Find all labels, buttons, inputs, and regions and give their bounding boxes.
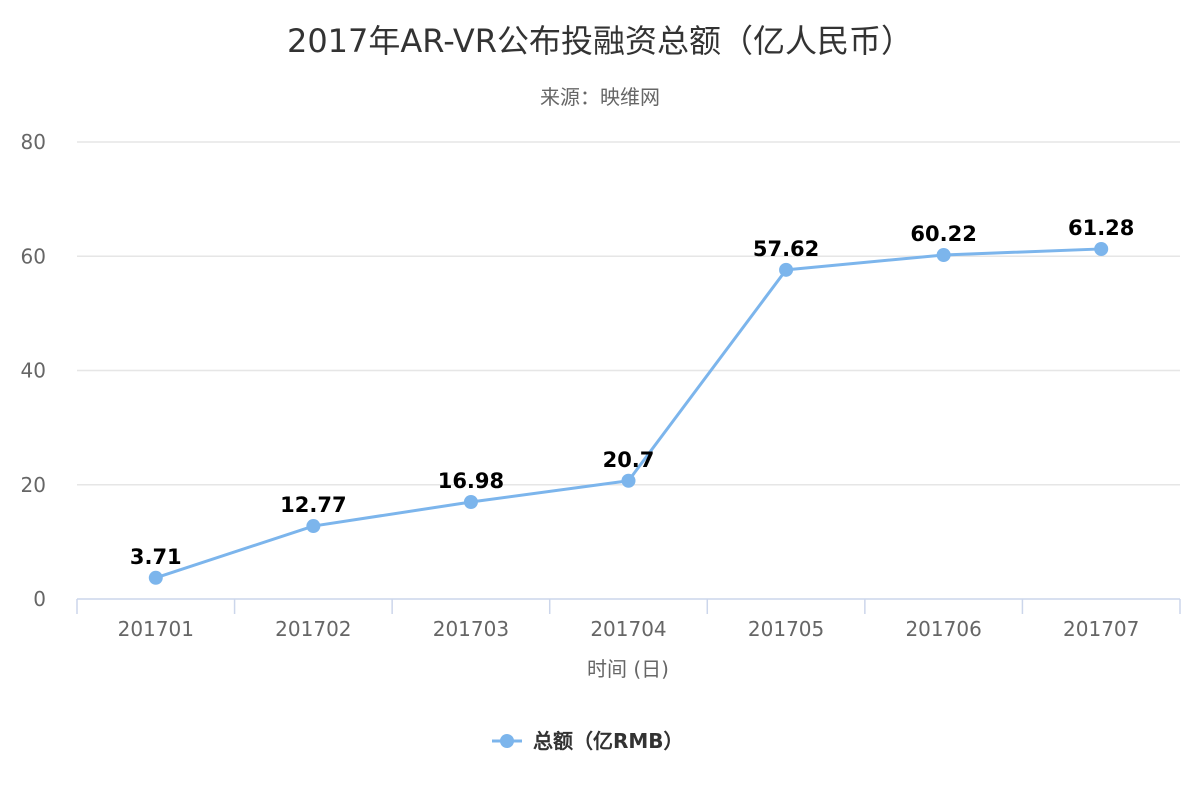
data-point — [306, 519, 321, 534]
legend-marker-icon — [500, 734, 514, 748]
chart-subtitle: 来源：映维网 — [540, 85, 660, 109]
x-tick-label: 201703 — [433, 617, 509, 641]
y-tick-label: 40 — [21, 359, 46, 383]
legend-label: 总额（亿RMB） — [533, 729, 684, 753]
y-tick-label: 60 — [21, 244, 46, 268]
data-label: 60.22 — [910, 222, 976, 246]
data-label: 16.98 — [438, 469, 504, 493]
x-tick-label: 201702 — [275, 617, 351, 641]
data-point — [1094, 241, 1109, 256]
chart-title: 2017年AR-VR公布投融资总额（亿人民币） — [287, 22, 913, 60]
data-point — [148, 570, 163, 585]
y-tick-label: 0 — [33, 587, 46, 611]
data-label: 12.77 — [280, 493, 346, 517]
y-tick-label: 20 — [21, 473, 46, 497]
data-point — [779, 262, 794, 277]
series-group — [148, 241, 1109, 585]
x-tick-label: 201701 — [118, 617, 194, 641]
grid-lines — [77, 141, 1180, 486]
data-point — [463, 495, 478, 510]
x-tick-label: 201706 — [905, 617, 981, 641]
x-axis: 201701 201702 201703 201704 201705 201706 2017… — [76, 598, 1181, 641]
x-tick-label: 201704 — [590, 617, 666, 641]
legend[interactable]: 总额（亿RMB） — [492, 729, 684, 753]
y-axis-ticks: 0 20 40 60 80 — [21, 130, 46, 611]
data-label: 20.7 — [603, 448, 655, 472]
data-label: 61.28 — [1068, 216, 1134, 240]
data-labels-group: 3.71 12.77 16.98 20.7 57.62 60.22 61.28 — [130, 216, 1135, 569]
data-label: 57.62 — [753, 237, 819, 261]
series-line — [154, 247, 1103, 580]
data-point — [936, 247, 951, 262]
x-tick-label: 201707 — [1063, 617, 1139, 641]
y-tick-label: 80 — [21, 130, 46, 154]
data-label: 3.71 — [130, 545, 182, 569]
data-point — [621, 473, 636, 488]
x-tick-label: 201705 — [748, 617, 824, 641]
x-axis-label: 时间 (日) — [587, 657, 669, 681]
